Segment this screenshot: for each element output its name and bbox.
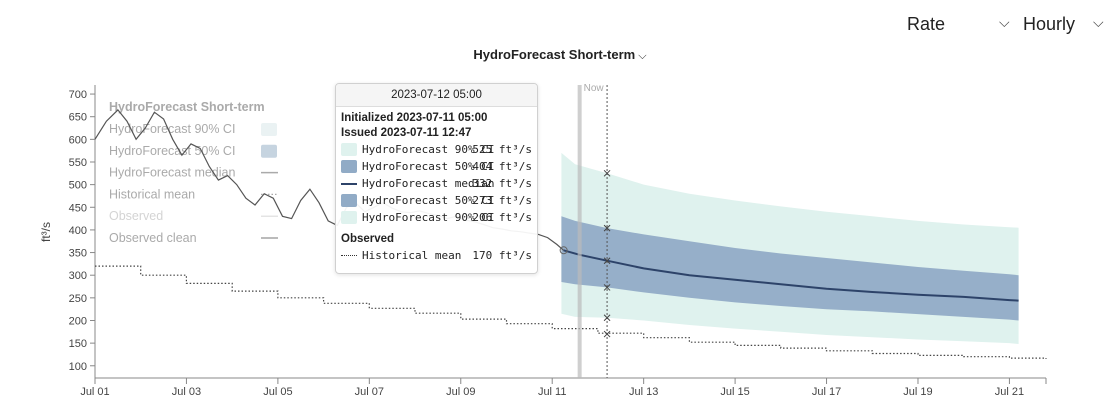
legend-item-label: HydroForecast 50% CI	[109, 144, 235, 158]
y-tick-label: 550	[69, 157, 87, 169]
cursor-marker	[603, 169, 611, 177]
interval-dropdown[interactable]: Hourly ⌵	[1023, 10, 1113, 38]
tooltip-row-label: HydroForecast 90% CI	[362, 211, 495, 224]
chart-title: HydroForecast Short-term	[473, 47, 636, 62]
cursor-marker-stroke	[603, 224, 611, 232]
chevron-down-icon: ⌵	[638, 50, 647, 62]
x-tick-label: Jul 05	[263, 386, 292, 398]
legend-item-label: Observed clean	[109, 231, 197, 245]
y-tick-label: 700	[69, 89, 87, 101]
x-tick-label: Jul 01	[80, 386, 109, 398]
tooltip-row: HydroForecast 90% CI 206 ft³/s	[336, 209, 537, 226]
now-label: Now	[584, 83, 605, 94]
axes: 100 150 200 250 300 350 400 450 500 550 600 650 700 f…	[39, 85, 1047, 398]
x-tick-label: Jul 07	[355, 386, 384, 398]
cursor-marker-stroke	[603, 330, 611, 338]
tooltip-issued: Issued 2023-07-11 12:47	[341, 127, 472, 139]
tooltip-swatch	[341, 194, 357, 207]
legend: HydroForecast Short-term HydroForecast 90…	[109, 100, 278, 245]
rate-dropdown-label: Rate	[907, 13, 946, 34]
legend-swatch	[261, 144, 277, 158]
x-tick-label: Jul 15	[720, 386, 749, 398]
tooltip-row: HydroForecast 50% CI 404 ft³/s	[336, 158, 537, 175]
legend-item-label: HydroForecast 90% CI	[109, 122, 235, 136]
x-tick-label: Jul 19	[903, 386, 932, 398]
x-tick-label: Jul 03	[172, 386, 201, 398]
y-tick-label: 100	[69, 361, 87, 373]
tooltip-row-label: HydroForecast 90% CI	[362, 143, 495, 156]
y-tick-label: 300	[69, 270, 87, 282]
cursor-marker-stroke	[603, 257, 611, 265]
tooltip-date: 2023-07-12 05:00	[336, 84, 537, 107]
y-tick-label: 600	[69, 134, 87, 146]
x-tick-label: Jul 11	[538, 386, 567, 398]
legend-item-label: HydroForecast median	[109, 166, 235, 180]
tooltip-swatch	[341, 211, 357, 224]
y-tick-label: 150	[69, 338, 87, 350]
chart-title-selector[interactable]: HydroForecast Short-term ⌵	[0, 47, 1120, 63]
legend-item-label: Observed	[109, 209, 163, 223]
y-tick-label: 250	[69, 293, 87, 305]
tooltip-row-label: HydroForecast 50% CI	[362, 160, 495, 173]
tooltip-swatch	[341, 160, 357, 173]
tooltip-row-label: HydroForecast 50% CI	[362, 194, 495, 207]
tooltip-observed-row: Historical mean 170 ft³/s	[336, 247, 537, 264]
tooltip-row-value: 404 ft³/s	[472, 160, 532, 173]
historical-mean-line	[95, 265, 1047, 359]
hover-tooltip: 2023-07-12 05:00 Initialized 2023-07-11 …	[335, 83, 538, 274]
tooltip-initialized: Initialized 2023-07-11 05:00	[341, 112, 488, 124]
tooltip-row-label: HydroForecast median	[362, 177, 495, 190]
cursor-marker-stroke	[603, 314, 611, 322]
interval-dropdown-label: Hourly	[1023, 13, 1076, 34]
x-tick-label: Jul 09	[446, 386, 475, 398]
y-axis-label: ft³/s	[39, 222, 53, 242]
y-tick-label: 200	[69, 315, 87, 327]
cursor-marker	[603, 284, 611, 291]
cursor-marker	[603, 257, 611, 265]
tooltip-row-value: 170 ft³/s	[472, 249, 532, 262]
y-tick-label: 500	[69, 180, 87, 192]
tooltip-row: HydroForecast 50% CI 273 ft³/s	[336, 192, 537, 209]
chevron-down-icon: ⌵	[1093, 14, 1104, 30]
legend-title: HydroForecast Short-term	[109, 100, 265, 114]
tooltip-swatch	[341, 183, 357, 185]
tooltip-row-value: 332 ft³/s	[472, 177, 532, 190]
cursor-marker-stroke	[603, 284, 611, 291]
tooltip-swatch	[341, 143, 357, 156]
tooltip-row-value: 206 ft³/s	[472, 211, 532, 224]
x-tick-label: Jul 13	[629, 386, 658, 398]
x-tick-label: Jul 17	[812, 386, 841, 398]
tooltip-row: HydroForecast 90% CI 525 ft³/s	[336, 141, 537, 158]
y-tick-label: 350	[69, 248, 87, 260]
rate-dropdown[interactable]: Rate ⌵	[907, 10, 1017, 38]
y-tick-label: 400	[69, 225, 87, 237]
cursor-marker-stroke	[603, 169, 611, 177]
observed-end-marker	[559, 246, 568, 255]
y-tick-label: 450	[69, 202, 87, 214]
tooltip-row-value: 273 ft³/s	[472, 194, 532, 207]
tooltip-row: HydroForecast median 332 ft³/s	[336, 175, 537, 192]
legend-swatch	[261, 123, 277, 136]
y-tick-label: 650	[69, 112, 87, 124]
data-layer	[94, 109, 1047, 359]
tooltip-row-value: 525 ft³/s	[472, 143, 532, 156]
tooltip-row-label: Historical mean	[362, 249, 462, 262]
legend-item-label: Historical mean	[109, 187, 195, 201]
tooltip-observed-header: Observed	[341, 233, 395, 245]
cursor-marker	[603, 314, 611, 322]
tooltip-swatch	[341, 255, 357, 256]
cursor-marker	[603, 224, 611, 232]
x-tick-label: Jul 21	[995, 386, 1024, 398]
cursor-marker	[603, 330, 611, 338]
overlay-layer: Now	[577, 83, 611, 378]
chevron-down-icon: ⌵	[999, 14, 1010, 30]
